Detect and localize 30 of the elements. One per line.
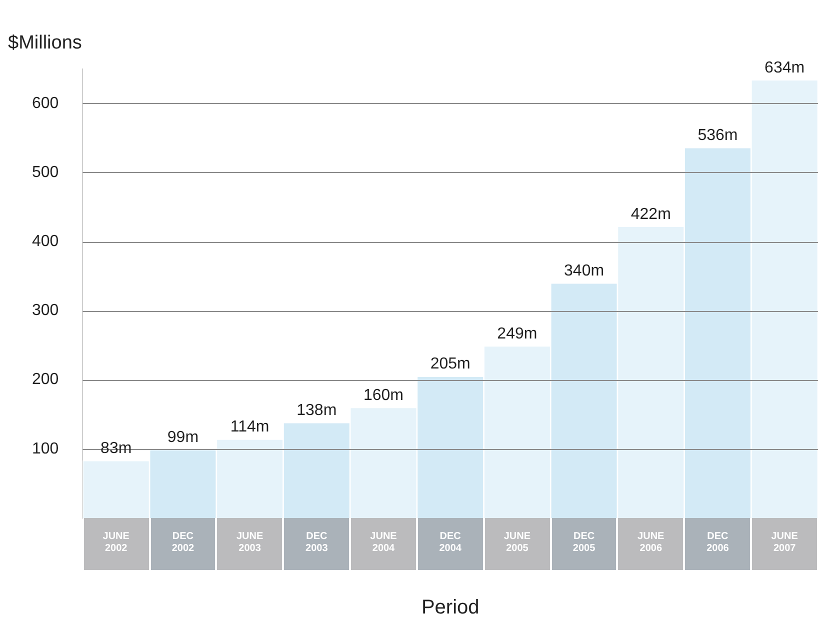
x-tick-label: JUNE 2002 [102,530,130,554]
x-axis-title: Period [421,596,480,619]
x-tick-label: JUNE 2003 [236,530,264,554]
data-label: 249m [497,325,538,342]
data-label: 536m [698,126,738,144]
data-label: 138m [296,402,337,420]
data-label: 634m [764,59,805,76]
y-tick-label: 600 [32,94,59,112]
x-tick-label: JUNE 2005 [504,530,531,554]
y-tick-label: 200 [32,371,59,388]
x-tick-label: DEC 2002 [172,530,195,554]
y-axis-title: $Millions [8,32,82,54]
data-label: 99m [167,428,199,446]
x-tick-label: DEC 2003 [306,530,328,554]
x-tick-label: DEC 2006 [706,530,730,554]
x-tick-label: JUNE 2007 [771,530,798,554]
x-tick-label: JUNE 2004 [370,530,398,554]
data-label: 340m [564,262,604,280]
x-tick-label: DEC 2005 [572,530,596,554]
data-label: 422m [630,206,671,223]
data-label: 114m [230,418,270,436]
y-tick-label: 400 [32,232,59,250]
y-tick-label: 500 [32,164,59,181]
x-tick-label: JUNE 2006 [638,530,665,554]
x-tick-label: DEC 2004 [439,530,462,554]
data-label: 205m [430,356,470,373]
y-tick-label: 300 [32,302,59,320]
data-label: 160m [363,386,404,404]
y-tick-label: 100 [32,440,59,458]
data-label: 83m [100,440,132,458]
